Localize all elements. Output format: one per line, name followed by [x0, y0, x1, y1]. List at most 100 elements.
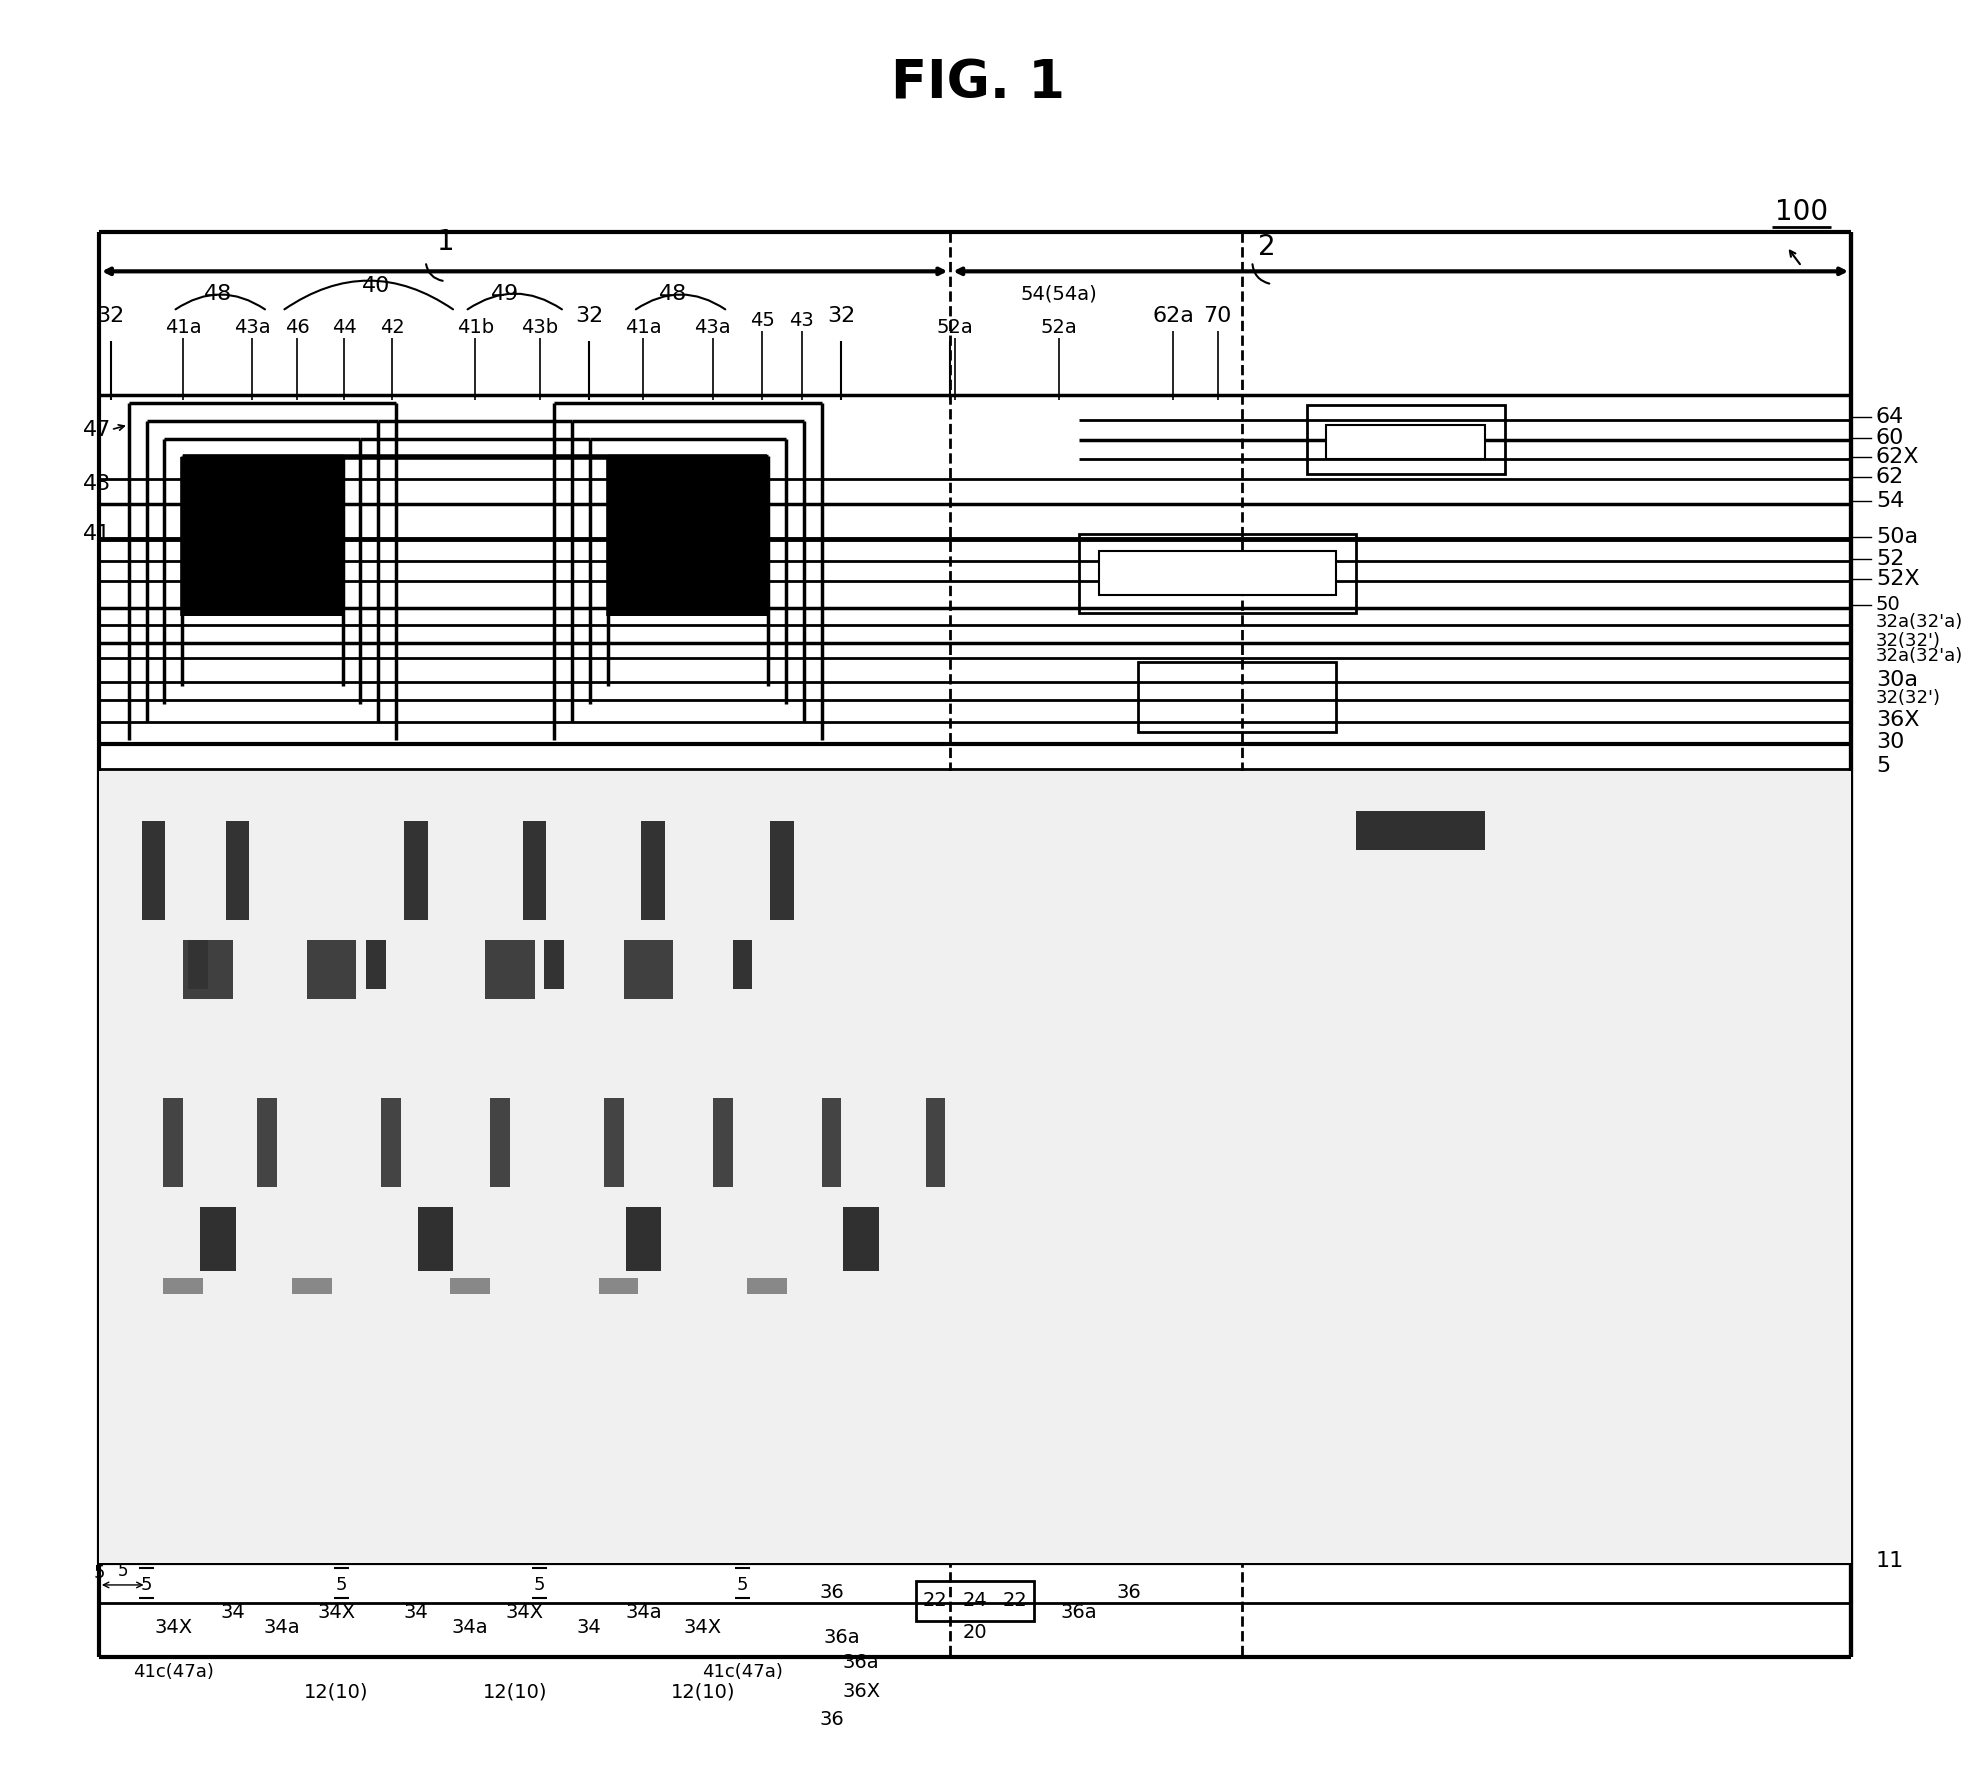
- Text: 5: 5: [336, 1575, 348, 1593]
- Text: 32a(32'a): 32a(32'a): [1875, 647, 1962, 666]
- Bar: [844, 1207, 879, 1272]
- Text: 30: 30: [1875, 732, 1905, 752]
- Bar: [595, 1068, 634, 1098]
- Text: 36a: 36a: [1061, 1604, 1097, 1622]
- Bar: [524, 822, 547, 920]
- Bar: [624, 939, 674, 998]
- Bar: [403, 822, 427, 920]
- Bar: [247, 1068, 287, 1098]
- Bar: [545, 939, 565, 989]
- Bar: [292, 1279, 332, 1293]
- Bar: [257, 1098, 277, 1188]
- Bar: [605, 1098, 624, 1188]
- Text: 36: 36: [1116, 1584, 1140, 1602]
- Bar: [624, 939, 674, 998]
- Bar: [142, 822, 166, 920]
- Bar: [356, 1286, 464, 1415]
- Bar: [822, 1098, 842, 1188]
- Text: 36X: 36X: [1875, 709, 1919, 730]
- Text: 46: 46: [285, 318, 310, 338]
- Bar: [628, 1266, 678, 1286]
- Bar: [484, 939, 535, 998]
- Text: 52a: 52a: [937, 318, 974, 338]
- Text: 70: 70: [1203, 305, 1231, 325]
- Text: 12(10): 12(10): [670, 1682, 735, 1702]
- Bar: [1356, 811, 1484, 850]
- Text: 43: 43: [83, 473, 111, 495]
- Bar: [484, 939, 535, 998]
- Text: 41c(47a): 41c(47a): [701, 1663, 782, 1681]
- Bar: [480, 1266, 530, 1286]
- Bar: [194, 1048, 243, 1068]
- Text: 50a: 50a: [1875, 527, 1919, 547]
- Text: 43: 43: [790, 311, 814, 330]
- Bar: [1346, 800, 1494, 861]
- Text: 32: 32: [575, 305, 603, 325]
- Text: 12(10): 12(10): [482, 1682, 547, 1702]
- Text: 5: 5: [737, 1575, 749, 1593]
- Bar: [609, 457, 767, 616]
- Bar: [451, 1279, 490, 1293]
- Bar: [306, 939, 356, 998]
- Text: 42: 42: [379, 318, 405, 338]
- Text: 36X: 36X: [842, 1682, 879, 1702]
- Text: 2: 2: [1259, 232, 1276, 261]
- Text: 62X: 62X: [1875, 448, 1919, 468]
- Bar: [1079, 534, 1356, 613]
- Bar: [148, 1286, 257, 1415]
- Bar: [626, 1207, 662, 1272]
- Text: 34X: 34X: [506, 1604, 543, 1622]
- Text: 52X: 52X: [1875, 570, 1919, 589]
- Bar: [703, 1068, 743, 1098]
- Text: 34a: 34a: [453, 1618, 488, 1638]
- Bar: [164, 1279, 204, 1293]
- Text: 32(32'): 32(32'): [1875, 632, 1940, 650]
- Text: 32: 32: [828, 305, 856, 325]
- Bar: [713, 1098, 733, 1188]
- Text: 22: 22: [1002, 1591, 1028, 1611]
- Text: 34a: 34a: [265, 1618, 300, 1638]
- Text: 41: 41: [83, 523, 111, 543]
- Text: 43a: 43a: [233, 318, 271, 338]
- Text: 36a: 36a: [844, 1652, 879, 1672]
- Bar: [747, 1279, 786, 1293]
- Bar: [164, 1098, 184, 1188]
- Bar: [1306, 405, 1504, 475]
- Text: 100: 100: [1774, 198, 1828, 227]
- Bar: [626, 1207, 662, 1272]
- Bar: [188, 939, 207, 989]
- Text: 45: 45: [749, 311, 775, 330]
- Bar: [417, 1207, 453, 1272]
- Text: 32(32'): 32(32'): [1875, 689, 1940, 707]
- Bar: [417, 1207, 453, 1272]
- Text: 11: 11: [1875, 1552, 1905, 1572]
- Text: 40: 40: [362, 277, 391, 296]
- Bar: [381, 1098, 401, 1188]
- Bar: [322, 1266, 371, 1286]
- Text: 62: 62: [1875, 468, 1905, 488]
- Bar: [844, 1207, 879, 1272]
- Bar: [628, 1048, 678, 1068]
- Text: 36: 36: [820, 1709, 844, 1729]
- Text: 5: 5: [534, 1575, 545, 1593]
- Text: 41a: 41a: [164, 318, 202, 338]
- Text: 54: 54: [1875, 491, 1905, 511]
- Text: 48: 48: [660, 284, 688, 304]
- Text: 34: 34: [219, 1604, 245, 1622]
- Text: 5: 5: [1875, 755, 1891, 777]
- Bar: [371, 1068, 411, 1098]
- Text: 60: 60: [1875, 427, 1905, 448]
- Bar: [184, 457, 342, 616]
- Bar: [322, 1048, 371, 1068]
- Text: 41b: 41b: [456, 318, 494, 338]
- Bar: [366, 939, 385, 989]
- Text: 12(10): 12(10): [304, 1682, 370, 1702]
- Bar: [915, 1581, 1035, 1620]
- Text: 1: 1: [437, 227, 454, 255]
- Text: 43a: 43a: [694, 318, 731, 338]
- Text: 47: 47: [83, 420, 111, 439]
- Text: 5: 5: [93, 1565, 105, 1582]
- Text: 50: 50: [1875, 595, 1901, 614]
- Bar: [225, 822, 249, 920]
- Bar: [200, 1207, 235, 1272]
